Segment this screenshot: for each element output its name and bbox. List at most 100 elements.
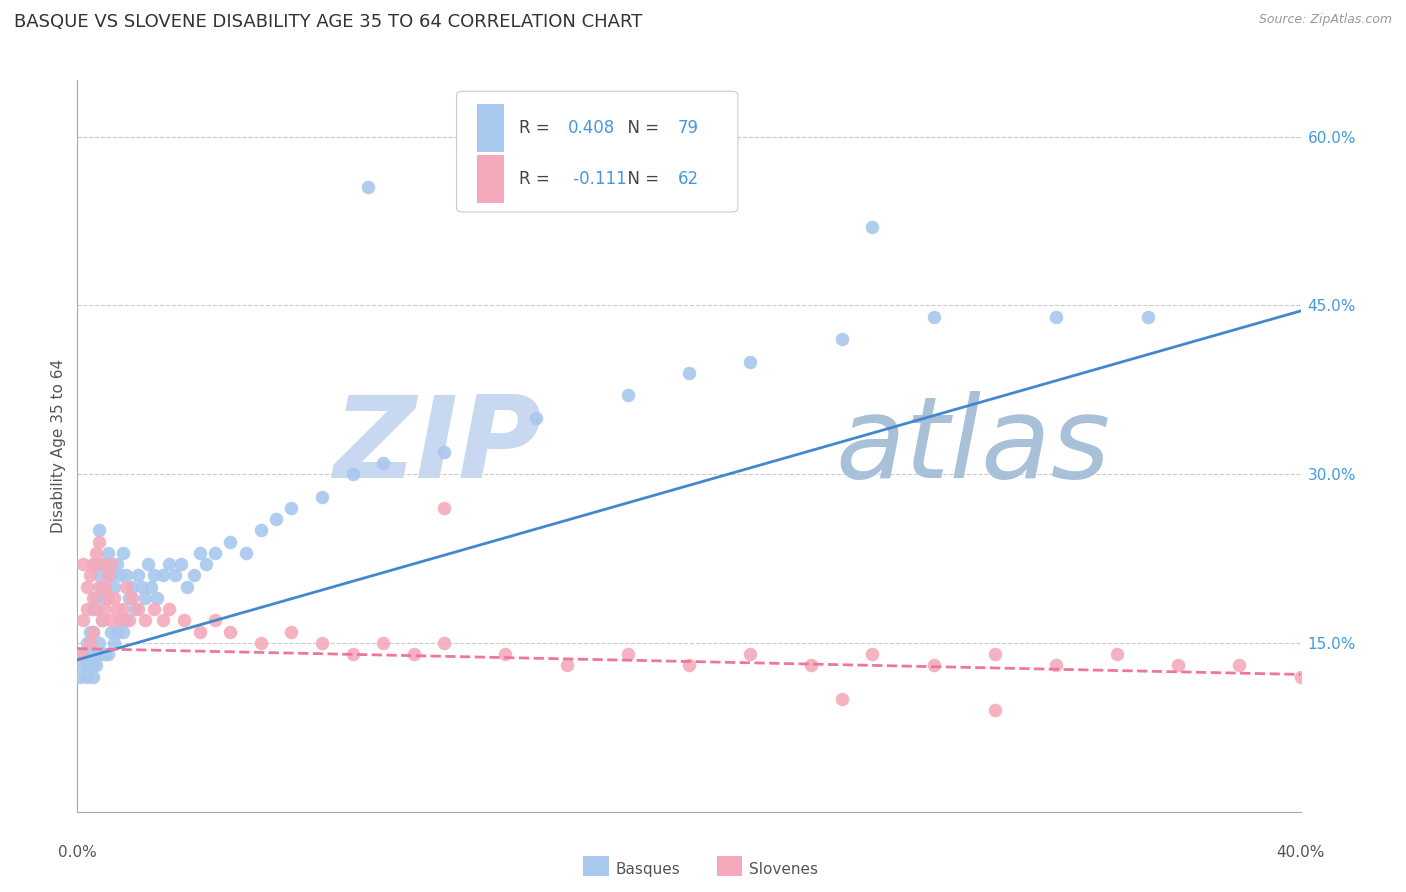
Point [280,624,302,639]
Point [188,546,211,560]
Point [100,557,122,571]
Point [90,557,112,571]
Text: Source: ZipAtlas.com: Source: ZipAtlas.com [1258,13,1392,27]
Point [984,647,1007,661]
Point [678,658,700,673]
Point [235,546,257,560]
Point [1045,658,1067,673]
Point [131,580,153,594]
Point [105,557,128,571]
Point [82,658,104,673]
Point [183,568,205,582]
Point [76,670,98,684]
Point [433,500,456,515]
Point [357,180,380,194]
Point [1289,670,1312,684]
Point [76,636,98,650]
Point [264,512,287,526]
Point [157,602,180,616]
Point [112,624,135,639]
Point [84,546,107,560]
Point [87,524,110,538]
Text: 79: 79 [678,119,699,136]
Point [90,647,112,661]
Point [194,557,217,571]
Point [82,591,104,605]
Y-axis label: Disability Age 35 to 64: Disability Age 35 to 64 [51,359,66,533]
Point [1045,310,1067,324]
Point [740,354,762,368]
Point [115,568,138,582]
Point [121,591,143,605]
Point [170,557,193,571]
Point [433,636,456,650]
Point [82,670,104,684]
Point [94,602,117,616]
Point [555,658,578,673]
Point [72,557,94,571]
Point [188,624,211,639]
Point [128,602,150,616]
Point [100,614,122,628]
Point [1136,310,1159,324]
Point [152,568,174,582]
Point [87,580,110,594]
Point [79,636,101,650]
Point [152,614,174,628]
Point [82,557,104,571]
Point [79,624,101,639]
Text: R =: R = [519,119,555,136]
Point [831,332,853,346]
Point [128,568,150,582]
Point [118,591,141,605]
Point [176,580,198,594]
Point [984,703,1007,717]
Point [165,568,187,582]
Text: N =: N = [617,119,664,136]
Point [678,366,700,380]
Point [108,614,131,628]
Point [311,490,333,504]
Point [219,534,242,549]
Point [108,614,131,628]
Point [121,580,143,594]
Point [173,614,195,628]
Point [1167,658,1189,673]
Point [84,647,107,661]
Point [108,568,131,582]
Point [76,658,98,673]
Point [112,602,135,616]
Point [84,557,107,571]
Point [139,580,162,594]
Point [97,568,120,582]
Point [142,568,165,582]
Point [69,647,91,661]
Point [72,614,94,628]
Point [1229,658,1251,673]
Point [371,456,394,470]
Text: atlas: atlas [835,391,1111,501]
Point [82,624,104,639]
Point [79,568,101,582]
Point [124,602,146,616]
Point [342,467,364,482]
Point [495,647,517,661]
Point [112,546,135,560]
Point [740,647,762,661]
Point [204,614,226,628]
Point [72,647,94,661]
Text: R =: R = [519,170,555,188]
Point [94,580,117,594]
Point [79,636,101,650]
Point [97,591,120,605]
Point [72,658,94,673]
Point [94,591,117,605]
FancyBboxPatch shape [477,104,505,152]
Point [134,591,156,605]
Point [219,624,242,639]
Point [97,591,120,605]
Point [862,647,884,661]
Point [136,557,159,571]
Text: 0.408: 0.408 [568,119,614,136]
Point [831,692,853,706]
